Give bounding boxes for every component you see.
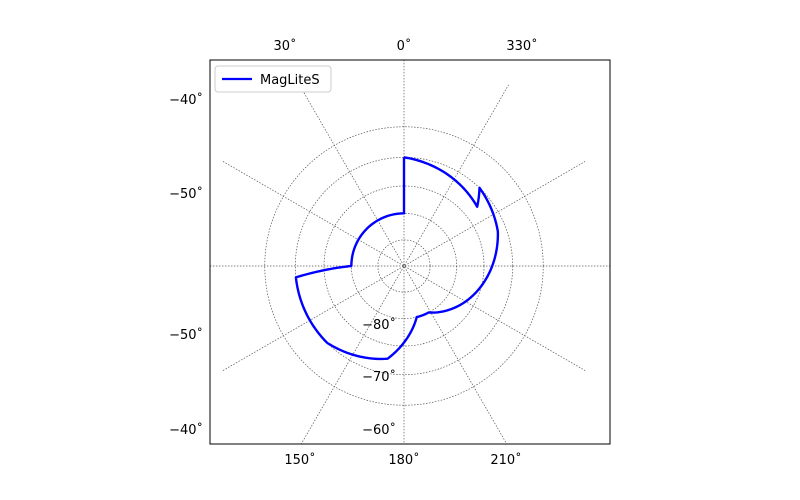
dec-label-left: −50˚ — [169, 186, 203, 202]
ra-meridian — [299, 84, 508, 444]
ra-label-bottom: 210˚ — [490, 452, 521, 468]
dec-circle — [294, 156, 514, 376]
dec-label-left: −50˚ — [169, 327, 203, 343]
ra-label-top: 0˚ — [397, 38, 412, 54]
ra-meridian — [300, 84, 509, 444]
ra-meridian — [222, 161, 586, 371]
dec-label-inner: −70˚ — [362, 369, 396, 385]
dec-label-left: −40˚ — [169, 422, 203, 438]
ra-label-bottom: 180˚ — [388, 452, 419, 468]
plot-background — [210, 60, 610, 444]
ra-label-bottom: 150˚ — [284, 452, 315, 468]
tick-labels: 30˚ 0˚ 330˚ 150˚ 180˚ 210˚ −40˚ −50˚ −50˚ −40˚ −80… — [169, 38, 538, 468]
dec-label-left: −40˚ — [169, 92, 203, 108]
legend-label: MagLiteS — [260, 73, 320, 88]
plot-frame — [209, 59, 611, 445]
series-line — [294, 156, 500, 361]
graticule — [210, 60, 610, 444]
series-layer — [294, 156, 500, 361]
legend-box — [214, 65, 332, 93]
ra-label-top: 30˚ — [273, 38, 296, 54]
dec-label-inner: −60˚ — [362, 422, 396, 438]
dec-label-inner: −80˚ — [362, 317, 396, 333]
legend: MagLiteS — [214, 65, 332, 93]
ra-label-top: 330˚ — [506, 38, 537, 54]
ra-meridian — [222, 161, 586, 371]
